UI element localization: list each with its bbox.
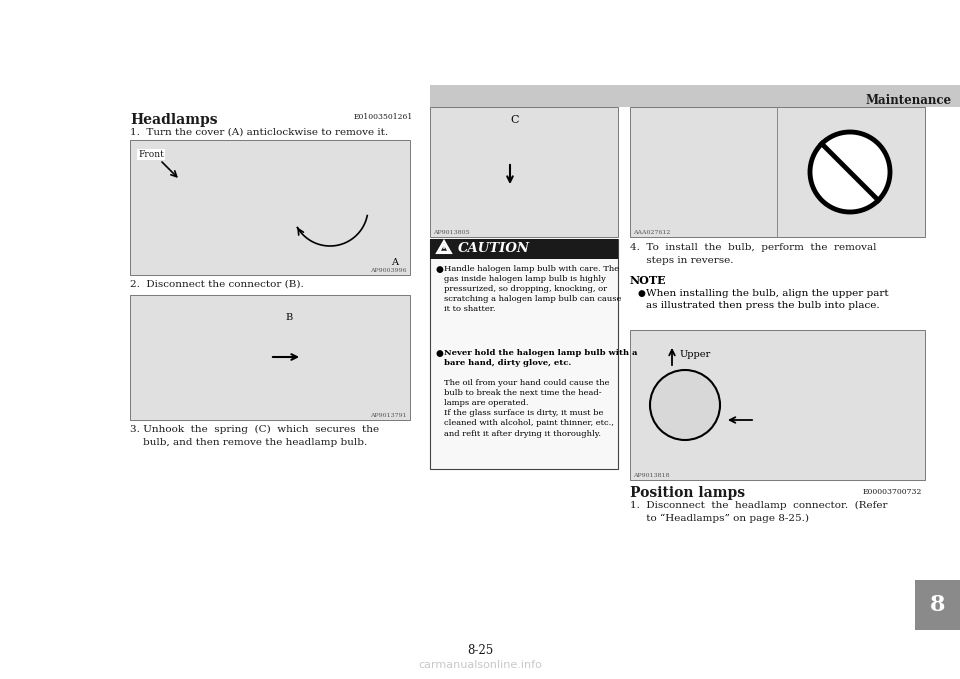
Text: bulb, and then remove the headlamp bulb.: bulb, and then remove the headlamp bulb.: [130, 438, 368, 447]
Text: !: !: [442, 246, 446, 255]
Text: CAUTION: CAUTION: [458, 242, 530, 255]
Bar: [430, 85, 960, 107]
Text: C: C: [510, 115, 518, 125]
Text: The oil from your hand could cause the
bulb to break the next time the head-
lam: The oil from your hand could cause the b…: [444, 379, 613, 437]
Text: 8-25: 8-25: [467, 644, 493, 657]
Text: steps in reverse.: steps in reverse.: [630, 256, 733, 265]
Circle shape: [650, 370, 720, 440]
Text: B: B: [285, 313, 292, 322]
Text: A: A: [391, 258, 398, 267]
Text: Maintenance: Maintenance: [866, 94, 952, 107]
Text: 2.  Disconnect the connector (B).: 2. Disconnect the connector (B).: [130, 280, 303, 289]
Text: 3. Unhook  the  spring  (C)  which  secures  the: 3. Unhook the spring (C) which secures t…: [130, 425, 379, 434]
Text: Headlamps: Headlamps: [130, 113, 218, 127]
Text: AP9013791: AP9013791: [371, 413, 407, 418]
Text: AP9013805: AP9013805: [433, 230, 469, 235]
Bar: [430, 107, 618, 237]
Text: AP9003996: AP9003996: [371, 268, 407, 273]
Bar: [915, 580, 960, 630]
Text: Position lamps: Position lamps: [630, 486, 745, 500]
Text: AAA027612: AAA027612: [633, 230, 670, 235]
Text: E01003501261: E01003501261: [353, 113, 413, 121]
Text: Never hold the halogen lamp bulb with a
bare hand, dirty glove, etc.: Never hold the halogen lamp bulb with a …: [444, 349, 637, 367]
Text: AP9013818: AP9013818: [633, 473, 670, 478]
Text: E00003700732: E00003700732: [863, 488, 922, 496]
Text: ●: ●: [435, 349, 443, 358]
Text: Front: Front: [138, 150, 164, 159]
Text: Handle halogen lamp bulb with care. The
gas inside halogen lamp bulb is highly
p: Handle halogen lamp bulb with care. The …: [444, 265, 621, 314]
Text: When installing the bulb, align the upper part
as illustrated then press the bul: When installing the bulb, align the uppe…: [646, 289, 889, 310]
Text: 8: 8: [929, 594, 946, 616]
Text: carmanualsonline.info: carmanualsonline.info: [418, 660, 542, 670]
Bar: [130, 140, 410, 275]
Text: Upper: Upper: [680, 350, 711, 359]
Bar: [630, 107, 925, 237]
Text: to “Headlamps” on page 8-25.): to “Headlamps” on page 8-25.): [630, 514, 809, 524]
Bar: [430, 239, 618, 259]
Bar: [430, 239, 618, 469]
Text: NOTE: NOTE: [630, 275, 666, 286]
Bar: [130, 295, 410, 420]
Text: ●: ●: [435, 265, 443, 274]
Circle shape: [810, 132, 890, 212]
Bar: [630, 330, 925, 480]
Text: 1.  Disconnect  the  headlamp  connector.  (Refer: 1. Disconnect the headlamp connector. (R…: [630, 501, 887, 510]
Text: 1.  Turn the cover (A) anticlockwise to remove it.: 1. Turn the cover (A) anticlockwise to r…: [130, 128, 388, 137]
Text: ●: ●: [637, 289, 645, 298]
Polygon shape: [437, 241, 451, 253]
Text: 4.  To  install  the  bulb,  perform  the  removal: 4. To install the bulb, perform the remo…: [630, 243, 876, 252]
